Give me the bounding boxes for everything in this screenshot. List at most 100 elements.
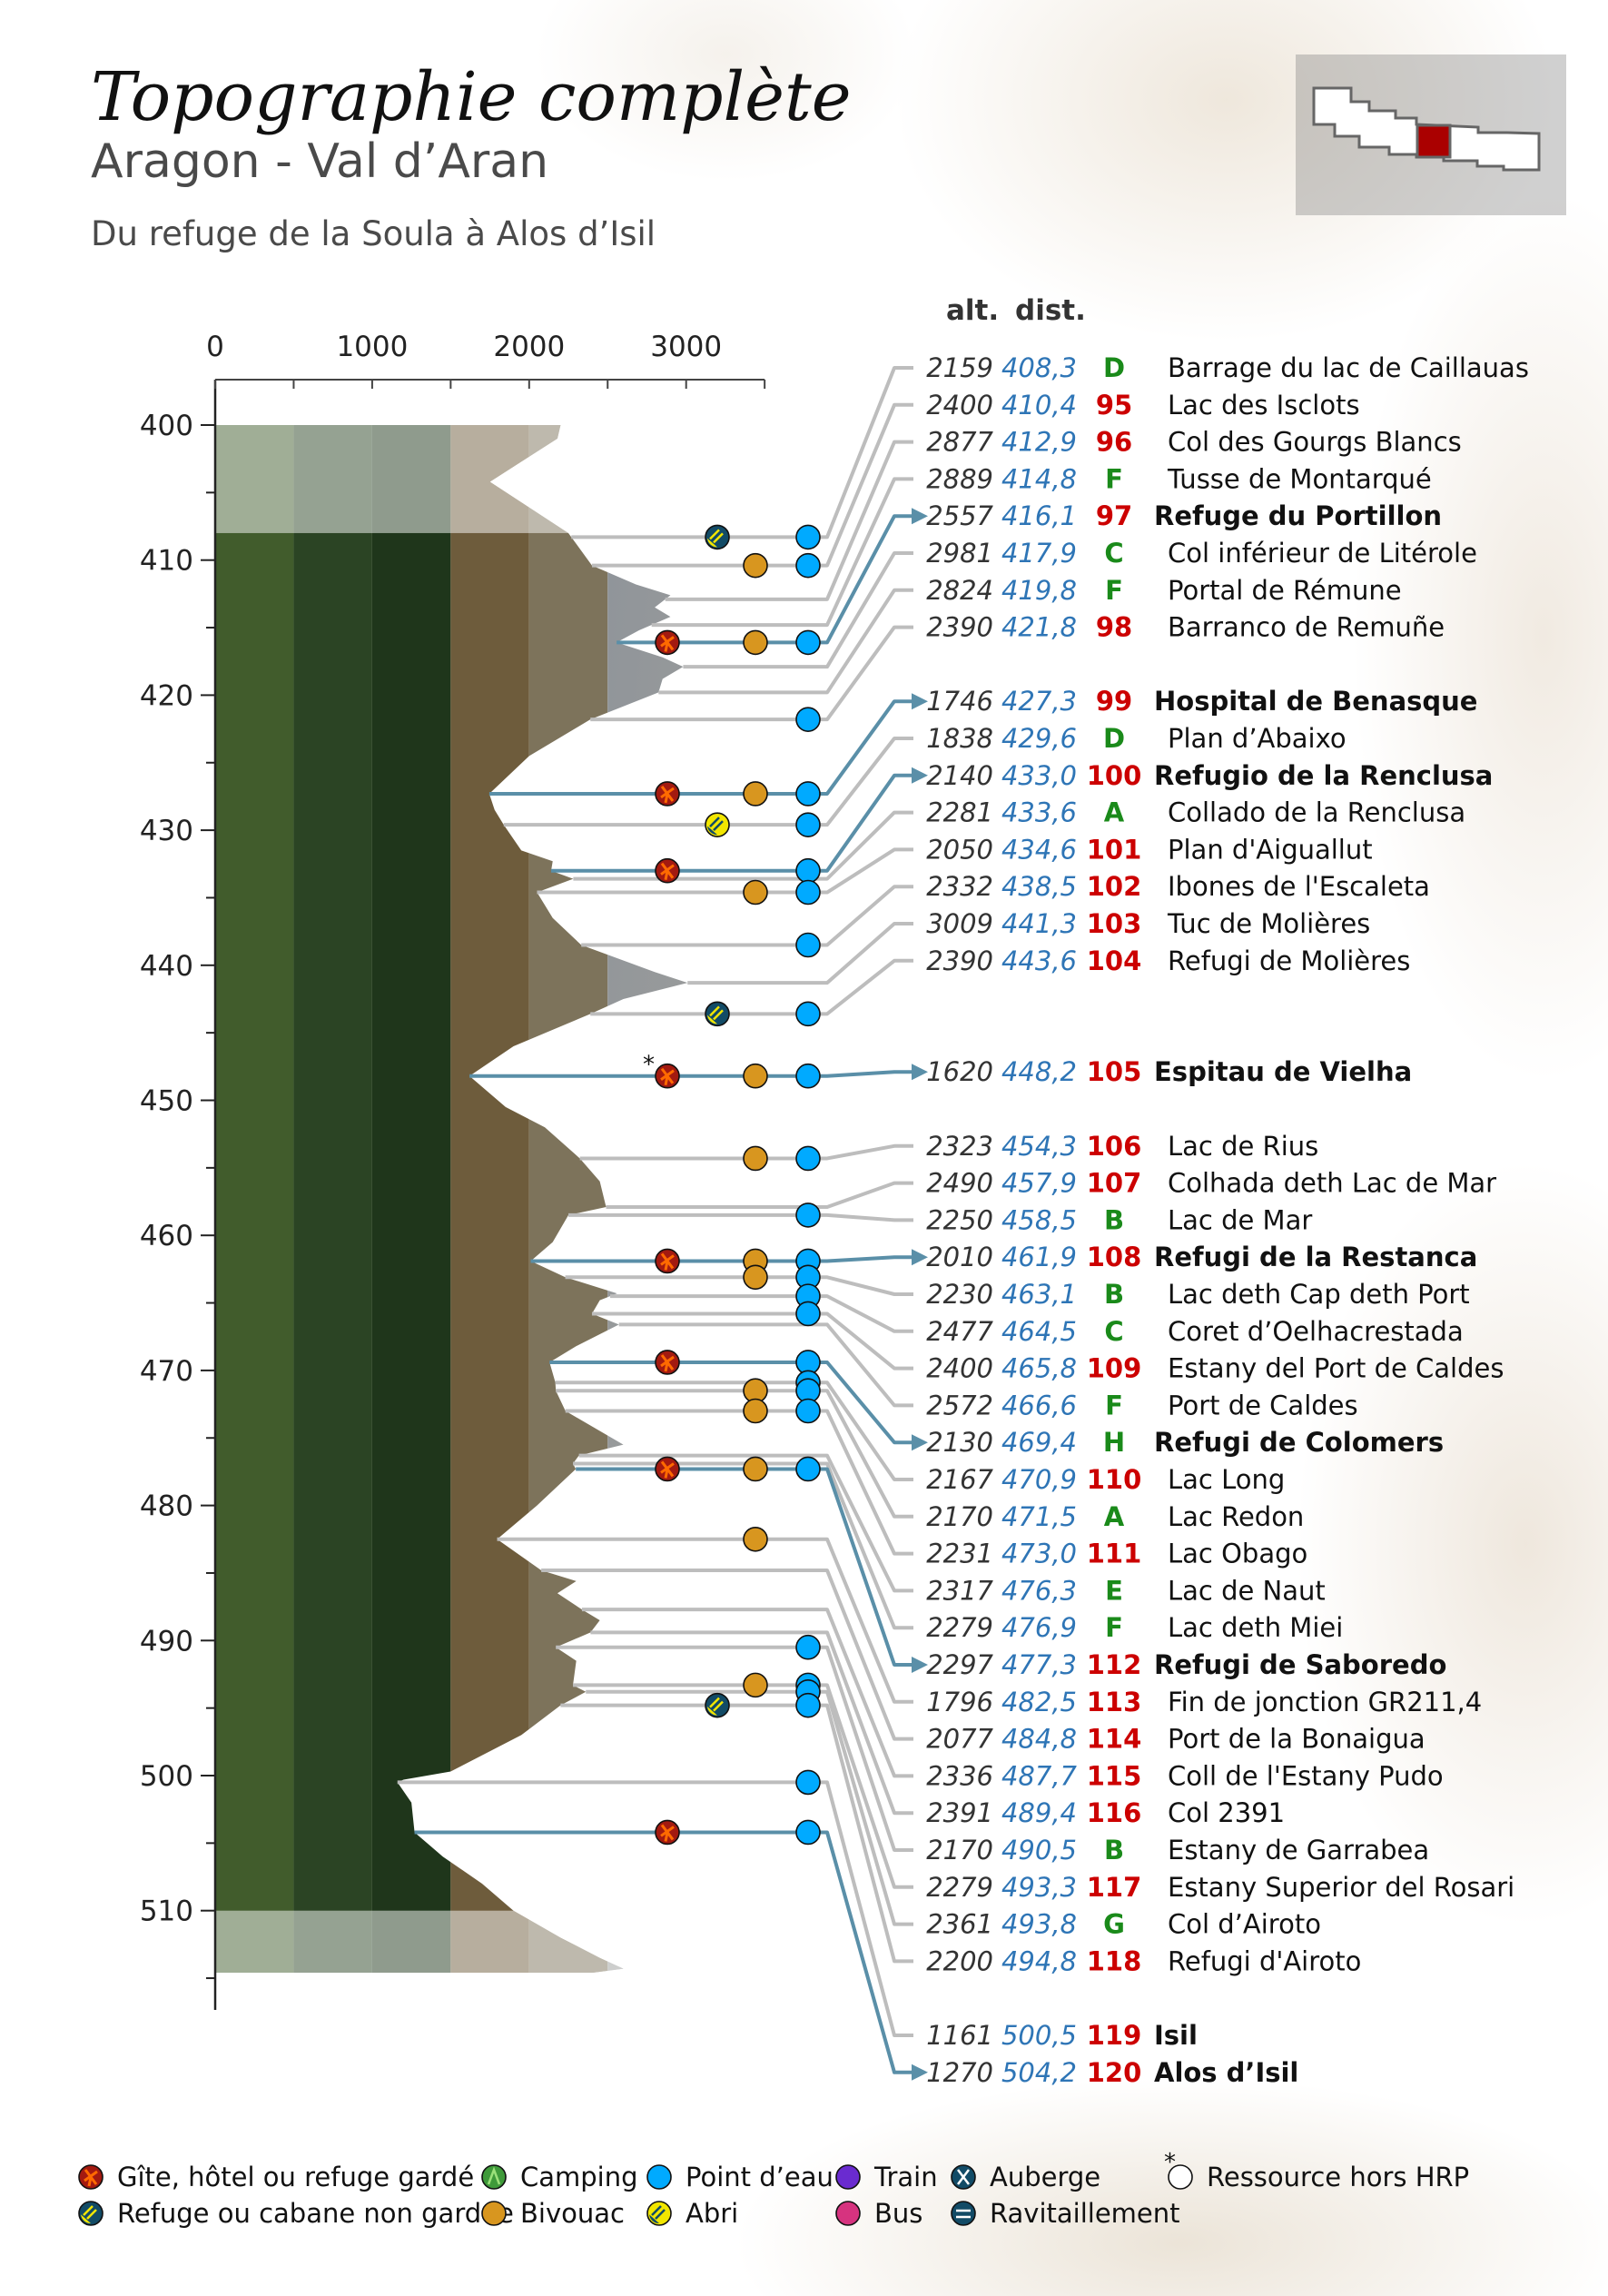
waypoint-row[interactable]: 2170 490,5 B Estany de Garrabea: [926, 1835, 1429, 1866]
waypoint-row[interactable]: 2167 470,9 110 Lac Long: [926, 1464, 1285, 1495]
bivouac-icon: [743, 781, 768, 807]
abri-icon: [646, 2201, 672, 2226]
waypoint-row[interactable]: 2323 454,3 106 Lac de Rius: [926, 1131, 1318, 1162]
abri-icon: [705, 812, 730, 837]
waypoint-row[interactable]: 2050 434,6 101 Plan d'Aiguallut: [926, 834, 1372, 865]
waypoint-row[interactable]: 2877 412,9 96 Col des Gourgs Blancs: [926, 427, 1462, 458]
waypoint-row[interactable]: 2250 458,5 B Lac de Mar: [926, 1204, 1312, 1235]
water-icon: [795, 1819, 821, 1846]
waypoint-row[interactable]: 2077 484,8 114 Port de la Bonaigua: [926, 1724, 1425, 1755]
waypoint-altitude: 2477: [926, 1316, 993, 1347]
waypoint-distance: 457,9: [1001, 1168, 1077, 1199]
water-icon-disc: [795, 1063, 821, 1089]
leader-line: [683, 551, 913, 669]
refuge-leader-line: [530, 1255, 917, 1263]
waypoint-name: Port de Caldes: [1168, 1390, 1358, 1420]
waypoint-name: Refugi de la Restanca: [1154, 1242, 1477, 1272]
waypoint-distance: 443,6: [1001, 945, 1077, 976]
waypoint-row[interactable]: 2391 489,4 116 Col 2391: [926, 1797, 1285, 1828]
stage-number: 99: [1096, 686, 1132, 717]
waypoint-row[interactable]: 2231 473,0 111 Lac Obago: [926, 1539, 1307, 1569]
leader-line: [397, 1780, 913, 2037]
water-icon: [795, 1301, 821, 1327]
waypoint-row[interactable]: 2010 461,9 108 Refugi de la Restanca: [926, 1242, 1477, 1272]
waypoint-row[interactable]: 2317 476,3 E Lac de Naut: [926, 1575, 1326, 1606]
waypoint-row[interactable]: 3009 441,3 103 Tuc de Molières: [926, 908, 1370, 939]
waypoint-name: Port de la Bonaigua: [1168, 1724, 1425, 1755]
waypoint-row[interactable]: 2200 494,8 118 Refugi d'Airoto: [926, 1945, 1361, 1976]
waypoint-row[interactable]: 2981 417,9 C Col inférieur de Litérole: [926, 538, 1477, 569]
refuge-non-gardee-icon-disc: [705, 1692, 730, 1718]
waypoint-altitude: 2279: [926, 1872, 993, 1903]
hut-roof-glyph: [709, 1697, 724, 1712]
legend-label: Bivouac: [520, 2198, 625, 2229]
leader-line: [573, 1683, 913, 1889]
waypoint-row[interactable]: 2390 443,6 104 Refugi de Molières: [926, 945, 1410, 976]
waypoint-row[interactable]: 2400 410,4 95 Lac des Isclots: [926, 390, 1359, 421]
waypoint-name: Refugi de Saboredo: [1154, 1649, 1446, 1680]
waypoint-row[interactable]: 2140 433,0 100 Refugio de la Renclusa: [926, 760, 1493, 791]
waypoint-row[interactable]: 2230 463,1 B Lac deth Cap deth Port: [926, 1279, 1469, 1310]
faded-range: [215, 1910, 688, 1974]
waypoint-row[interactable]: 2572 466,6 F Port de Caldes: [926, 1390, 1357, 1420]
waypoint-row[interactable]: 2889 414,8 F Tusse de Montarqué: [926, 463, 1432, 494]
cutlery-glyph: [957, 2169, 970, 2185]
gite-icon: [655, 1456, 680, 1482]
waypoint-row[interactable]: 2824 419,8 F Portal de Rémune: [926, 575, 1401, 606]
gite-icon: [655, 781, 680, 807]
water-icon-disc: [795, 1769, 821, 1796]
waypoint-row[interactable]: 2279 476,9 F Lac deth Miei: [926, 1612, 1343, 1643]
axes: 0 1000 2000 3000 400 410 420 430 440 450 460 470 480…: [140, 331, 766, 2010]
waypoint-distance: 463,1: [1001, 1279, 1077, 1310]
waypoint-row[interactable]: 2490 457,9 107 Colhada deth Lac de Mar: [926, 1168, 1496, 1199]
gite-glyph: [660, 634, 675, 652]
waypoint-altitude: 2889: [926, 463, 993, 494]
waypoint-row[interactable]: 2477 464,5 C Coret d’Oelhacrestada: [926, 1316, 1464, 1347]
waypoint-row[interactable]: 2336 487,7 115 Coll de l'Estany Pudo: [926, 1760, 1443, 1791]
legend-label: Ravitaillement: [990, 2198, 1180, 2229]
waypoint-distance: 490,5: [1001, 1835, 1077, 1866]
waypoint-row[interactable]: 2557 416,1 97 Refuge du Portillon: [926, 500, 1442, 531]
waypoint-row[interactable]: 2170 471,5 A Lac Redon: [926, 1501, 1304, 1532]
stage-number: 97: [1096, 500, 1132, 531]
waypoint-distance: 473,0: [1001, 1539, 1077, 1569]
hut-roof-glyph: [709, 816, 724, 832]
bivouac-icon-disc: [481, 2201, 507, 2226]
arrow-head-icon: [912, 1434, 928, 1451]
leader-line: [590, 625, 913, 722]
waypoint-row[interactable]: 1161 500,5 119 Isil: [926, 2020, 1198, 2051]
waypoint-row[interactable]: 2332 438,5 102 Ibones de l'Escaleta: [926, 871, 1430, 902]
waypoint-row[interactable]: 1796 482,5 113 Fin de jonction GR211,4: [926, 1687, 1482, 1717]
water-icon: [795, 524, 821, 550]
waypoint-name: Coll de l'Estany Pudo: [1168, 1760, 1444, 1791]
waypoint-name: Lac de Mar: [1168, 1204, 1312, 1235]
waypoint-row[interactable]: 2281 433,6 A Collado de la Renclusa: [926, 797, 1465, 828]
resource-icons: *: [643, 524, 821, 1846]
waypoint-row[interactable]: 2279 493,3 117 Estany Superior del Rosari: [926, 1872, 1514, 1903]
altitude-band: [293, 425, 372, 1974]
bus-icon: [835, 2201, 861, 2226]
water-icon: [795, 1769, 821, 1796]
waypoint-row[interactable]: 1838 429,6 D Plan d’Abaixo: [926, 723, 1346, 754]
waypoint-row[interactable]: 2130 469,4 H Refugi de Colomers: [926, 1427, 1444, 1458]
leader-line: [556, 1645, 913, 1852]
hut-glyph: [649, 2214, 659, 2224]
waypoint-name: Espitau de Vielha: [1154, 1056, 1412, 1087]
waypoint-altitude: 2824: [926, 575, 993, 606]
waypoint-row[interactable]: 1620 448,2 105 Espitau de Vielha: [926, 1056, 1412, 1087]
waypoint-row[interactable]: 2361 493,8 G Col d’Airoto: [926, 1909, 1321, 1940]
route-subtitle: Du refuge de la Soula à Alos d’Isil: [91, 214, 656, 253]
stage-number: 107: [1087, 1168, 1142, 1199]
hors-hrp-icon: [1168, 2164, 1193, 2190]
waypoint-row[interactable]: 2159 408,3 D Barrage du lac de Caillauas: [926, 352, 1529, 383]
waypoint-row[interactable]: 2390 421,8 98 Barranco de Remuñe: [926, 612, 1445, 643]
waypoint-distance: 458,5: [1001, 1204, 1077, 1235]
water-code: F: [1105, 1390, 1123, 1420]
waypoint-row[interactable]: 1746 427,3 99 Hospital de Benasque: [926, 686, 1477, 717]
waypoint-name: Lac deth Cap deth Port: [1168, 1279, 1470, 1310]
waypoint-row[interactable]: 2297 477,3 112 Refugi de Saboredo: [926, 1649, 1446, 1680]
waypoint-row[interactable]: 1270 504,2 120 Alos d’Isil: [926, 2057, 1298, 2088]
waypoint-row[interactable]: 2400 465,8 109 Estany del Port de Caldes: [926, 1353, 1504, 1384]
legend-label: Gîte, hôtel ou refuge gardé: [117, 2162, 474, 2192]
water-code: G: [1103, 1909, 1125, 1940]
